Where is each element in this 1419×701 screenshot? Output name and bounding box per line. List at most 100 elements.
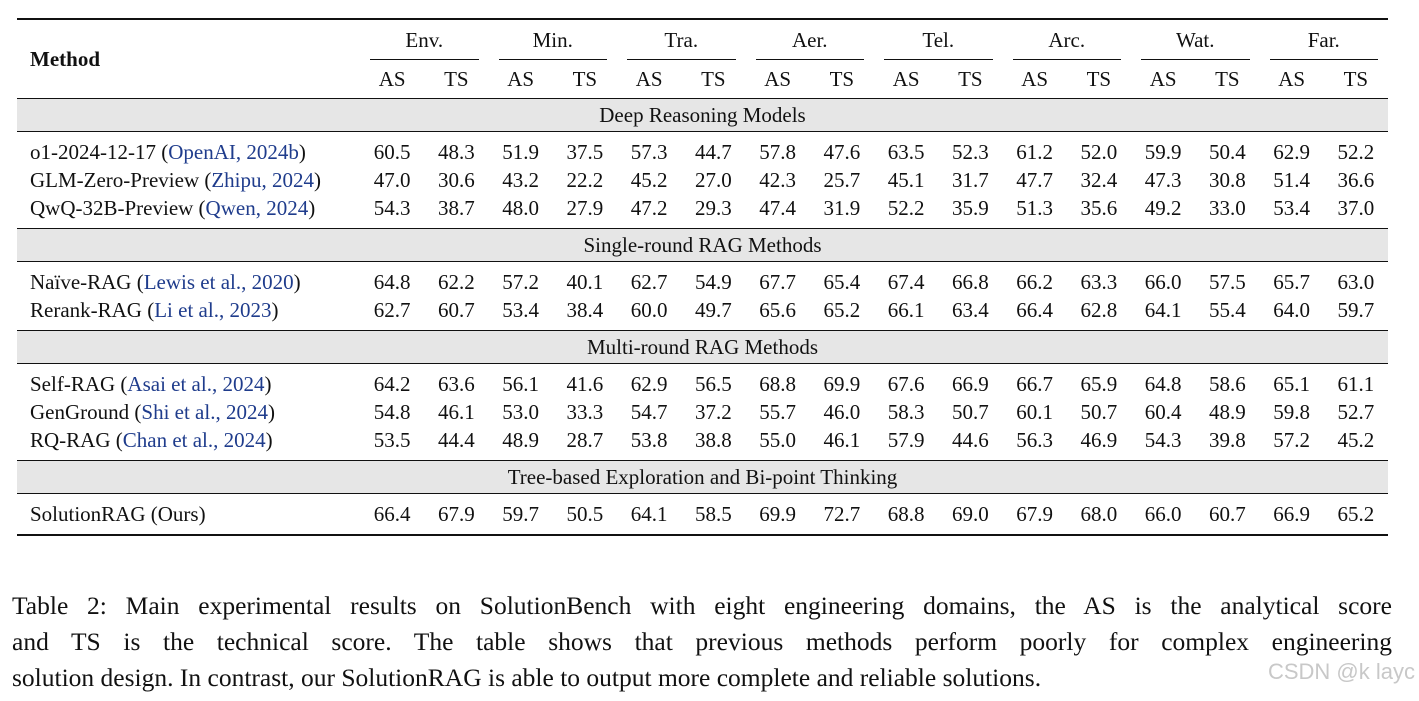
score-cell: 32.4 (1080, 167, 1118, 192)
method-name: Self-RAG (Asai et al., 2024) (17, 370, 360, 398)
score-cell: 62.9 (1273, 139, 1310, 164)
section-header: Deep Reasoning Models (17, 98, 1388, 132)
method-name: o1-2024-12-17 (OpenAI, 2024b) (17, 138, 360, 166)
score-cell: 66.0 (1144, 501, 1182, 526)
score-cell: 44.6 (952, 427, 989, 452)
table-caption: Table 2: Main experimental results on So… (12, 588, 1392, 696)
score-cell: 49.7 (695, 297, 732, 322)
method-label-tail: ) (314, 167, 322, 192)
citation-link[interactable]: OpenAI, 2024b (168, 139, 299, 164)
method-label: Naïve-RAG ( (30, 269, 144, 294)
domain-header: Wat. (1131, 20, 1260, 60)
score-cell: 36.6 (1337, 167, 1375, 192)
score-cell: 51.4 (1273, 167, 1310, 192)
score-cell: 52.7 (1337, 399, 1375, 424)
method-label-tail: ) (271, 297, 279, 322)
domain-header: Arc. (1003, 20, 1132, 60)
subheader-as: AS (1278, 66, 1306, 91)
citation-link[interactable]: Chan et al., 2024 (122, 427, 266, 452)
score-cell: 61.2 (1016, 139, 1053, 164)
score-cell: 37.0 (1337, 195, 1375, 220)
score-cell: 31.9 (823, 195, 861, 220)
score-cell: 57.2 (502, 269, 539, 294)
score-cell: 59.9 (1144, 139, 1182, 164)
method-header: Method (30, 46, 100, 71)
score-cell: 53.0 (502, 399, 539, 424)
score-cell: 44.7 (695, 139, 732, 164)
score-cell: 48.9 (502, 427, 539, 452)
score-cell: 64.1 (630, 501, 668, 526)
score-cell: 68.8 (887, 501, 925, 526)
subheader-ts: TS (444, 66, 469, 91)
method-label-tail: ) (267, 399, 275, 424)
score-cell: 62.9 (630, 371, 668, 396)
score-cell: 40.1 (566, 269, 604, 294)
score-cell: 66.8 (952, 269, 989, 294)
score-cell: 54.7 (630, 399, 668, 424)
citation-link[interactable]: Qwen, 2024 (205, 195, 309, 220)
results-table: Method Env. Min. Tra. Aer. Tel. Arc. Wat. Far. … (17, 18, 1388, 537)
subheader-as: AS (1021, 66, 1049, 91)
method-label: SolutionRAG (Ours) (30, 501, 206, 526)
table-row: Naïve-RAG (Lewis et al., 2020) 64.8 62.2 57… (17, 268, 1388, 296)
subheader-ts: TS (1086, 66, 1112, 91)
citation-link[interactable]: Li et al., 2023 (154, 297, 272, 322)
score-cell: 57.9 (887, 427, 925, 452)
score-cell: 44.4 (438, 427, 475, 452)
score-cell: 37.2 (695, 399, 732, 424)
method-label-tail: ) (298, 139, 306, 164)
score-cell: 72.7 (823, 501, 861, 526)
score-cell: 30.8 (1209, 167, 1246, 192)
subheader-ts: TS (958, 66, 983, 91)
score-cell: 64.2 (373, 371, 411, 396)
score-cell: 66.0 (1144, 269, 1182, 294)
citation-link[interactable]: Shi et al., 2024 (141, 399, 268, 424)
score-cell: 50.5 (566, 501, 604, 526)
score-cell: 69.0 (952, 501, 989, 526)
score-cell: 57.5 (1209, 269, 1246, 294)
subheader-ts: TS (572, 66, 598, 91)
score-cell: 65.6 (759, 297, 796, 322)
score-cell: 66.9 (1273, 501, 1310, 526)
domain-header-label: Tel. (884, 28, 993, 60)
method-label: o1-2024-12-17 ( (30, 139, 169, 164)
table-row: RQ-RAG (Chan et al., 2024) 53.5 44.4 48.9 28… (17, 426, 1388, 454)
citation-link[interactable]: Zhipu, 2024 (211, 167, 315, 192)
section-title: Single-round RAG Methods (17, 228, 1388, 262)
method-label: Self-RAG ( (30, 371, 128, 396)
score-cell: 47.7 (1016, 167, 1053, 192)
domain-header: Tel. (874, 20, 1003, 60)
score-cell: 54.3 (1144, 427, 1182, 452)
method-label-tail: ) (264, 371, 272, 396)
score-cell: 47.6 (823, 139, 861, 164)
table-row: SolutionRAG (Ours) 66.4 67.9 59.7 50.5 64.1 58… (17, 500, 1388, 528)
domain-header-label: Env. (370, 28, 479, 60)
score-cell: 66.4 (1016, 297, 1053, 322)
citation-link[interactable]: Lewis et al., 2020 (143, 269, 294, 294)
score-cell: 50.7 (952, 399, 989, 424)
score-cell: 64.8 (1144, 371, 1182, 396)
score-cell: 22.2 (566, 167, 604, 192)
score-cell: 66.2 (1016, 269, 1053, 294)
method-label-tail: ) (308, 195, 316, 220)
score-cell: 51.3 (1016, 195, 1053, 220)
score-cell: 62.8 (1080, 297, 1118, 322)
score-cell: 69.9 (823, 371, 861, 396)
score-cell: 47.3 (1144, 167, 1182, 192)
domain-header-label: Wat. (1141, 28, 1250, 60)
score-cell: 39.8 (1209, 427, 1246, 452)
score-cell: 53.5 (373, 427, 411, 452)
domain-header-label: Aer. (755, 28, 864, 60)
caption-line-2: and TS is the technical score. The table… (12, 627, 1392, 656)
table-row: GenGround (Shi et al., 2024) 54.8 46.1 53.0… (17, 398, 1388, 426)
method-name: GenGround (Shi et al., 2024) (17, 398, 360, 426)
score-cell: 27.0 (695, 167, 732, 192)
score-cell: 63.0 (1337, 269, 1375, 294)
subheader-as: AS (892, 66, 920, 91)
score-cell: 69.9 (759, 501, 796, 526)
score-cell: 63.5 (887, 139, 925, 164)
citation-link[interactable]: Asai et al., 2024 (127, 371, 265, 396)
score-cell: 67.7 (759, 269, 796, 294)
subheader-as: AS (764, 66, 792, 91)
watermark: CSDN @k layc (1267, 659, 1415, 684)
